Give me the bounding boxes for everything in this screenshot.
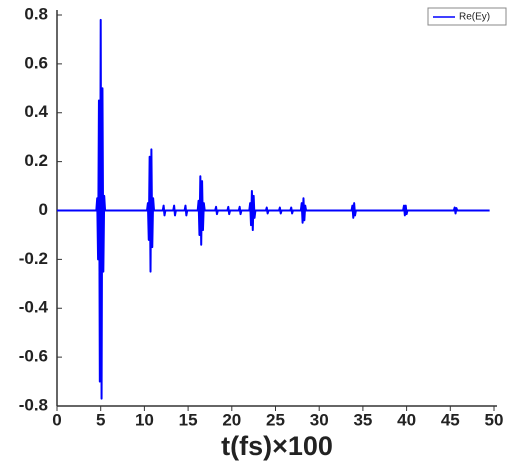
y-tick-label: -0.6	[19, 347, 48, 366]
legend-box	[427, 7, 507, 26]
x-tick-label: 5	[96, 410, 105, 429]
y-tick-label: 0.6	[24, 53, 48, 72]
x-tick-label: 0	[52, 410, 61, 429]
x-tick-label: 10	[135, 410, 154, 429]
x-tick-label: 25	[266, 410, 285, 429]
legend-label: Re(Ey)	[459, 12, 490, 23]
x-tick-label: 30	[310, 410, 329, 429]
y-tick-label: -0.4	[19, 298, 49, 317]
x-tick-label: 15	[179, 410, 198, 429]
y-tick-label: 0	[39, 200, 48, 219]
y-tick-label: 0.4	[24, 102, 48, 121]
x-tick-label: 50	[485, 410, 504, 429]
x-tick-label: 35	[353, 410, 372, 429]
y-tick-label: -0.2	[19, 249, 48, 268]
y-tick-label: 0.2	[24, 151, 48, 170]
x-tick-label: 45	[441, 410, 460, 429]
y-tick-label: 0.8	[24, 4, 48, 23]
x-axis-label: t(fs)×100	[221, 431, 333, 461]
x-tick-label: 40	[397, 410, 416, 429]
y-tick-label: -0.8	[19, 395, 48, 414]
x-tick-label: 20	[222, 410, 241, 429]
series-line	[57, 18, 490, 400]
